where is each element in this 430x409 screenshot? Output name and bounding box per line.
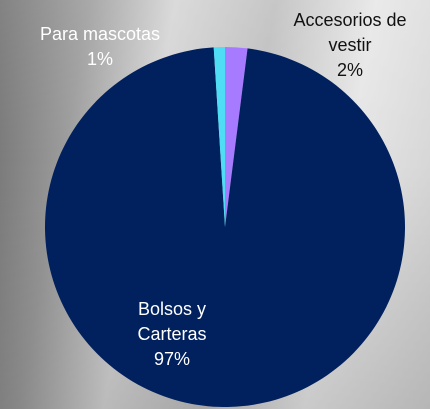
value-label: 2%: [336, 60, 363, 80]
category-label: Para mascotas: [39, 24, 161, 44]
pie-slice: [225, 47, 248, 227]
category-label: Bolsos y Carteras: [137, 299, 207, 344]
slice-label: Bolsos y Carteras 97%: [122, 297, 222, 372]
category-label: Accesorios de vestir: [293, 10, 407, 55]
slice-label: Accesorios de vestir 2%: [275, 8, 425, 83]
pie-slice: [213, 47, 225, 227]
slice-label: Para mascotas 1%: [20, 22, 180, 72]
pie-slice: [45, 47, 406, 408]
value-label: 1%: [86, 49, 113, 69]
value-label: 97%: [153, 349, 191, 369]
